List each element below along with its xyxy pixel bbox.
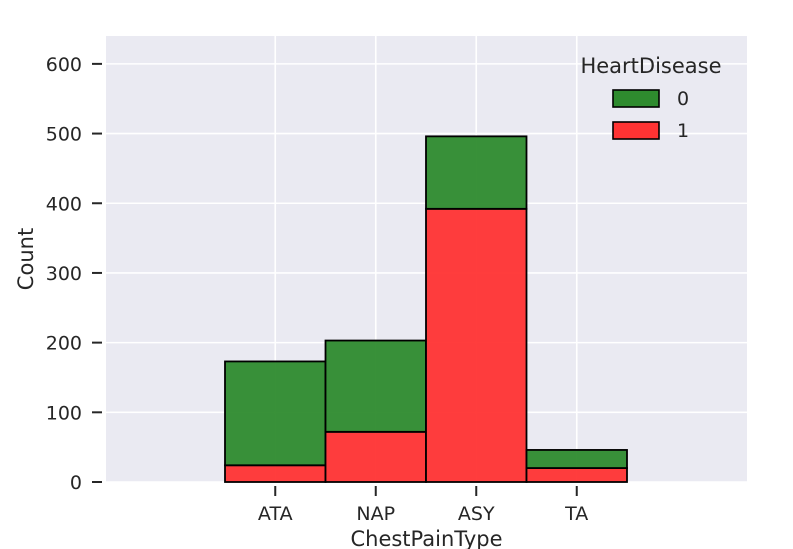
x-tick-label: TA xyxy=(564,503,588,525)
legend-label-0: 0 xyxy=(677,88,689,110)
bars xyxy=(224,135,628,483)
y-axis: 0 100 200 300 400 500 600 xyxy=(46,54,102,494)
bar-asy-series-0 xyxy=(425,135,528,210)
legend-swatch-0 xyxy=(612,89,660,108)
x-tick-label: ASY xyxy=(458,503,495,525)
y-tick-label: 0 xyxy=(70,472,82,494)
y-tick-label: 400 xyxy=(46,193,82,215)
x-axis-label: ChestPainType xyxy=(350,527,502,549)
legend-title: HeartDisease xyxy=(580,54,721,78)
y-tick-label: 200 xyxy=(46,333,82,355)
y-axis-label: Count xyxy=(14,228,38,290)
bar-ta-series-0 xyxy=(525,449,628,469)
legend: HeartDisease 0 1 xyxy=(580,54,721,142)
y-tick-label: 500 xyxy=(46,124,82,146)
x-tick-label: NAP xyxy=(356,503,395,525)
bar-ata-series-0 xyxy=(224,360,327,467)
legend-label-1: 1 xyxy=(677,120,689,142)
bar-asy-series-1 xyxy=(425,207,528,483)
x-axis: ATA NAP ASY TA xyxy=(258,486,588,525)
y-tick-label: 600 xyxy=(46,54,82,76)
bar-nap-series-1 xyxy=(324,430,427,483)
bar-nap-series-0 xyxy=(324,339,427,433)
legend-swatch-1 xyxy=(612,121,660,140)
y-tick-label: 300 xyxy=(46,263,82,285)
bar-ata-series-1 xyxy=(224,464,327,483)
x-tick-label: ATA xyxy=(258,503,293,525)
bar-ta-series-1 xyxy=(525,467,628,483)
y-tick-label: 100 xyxy=(46,402,82,424)
